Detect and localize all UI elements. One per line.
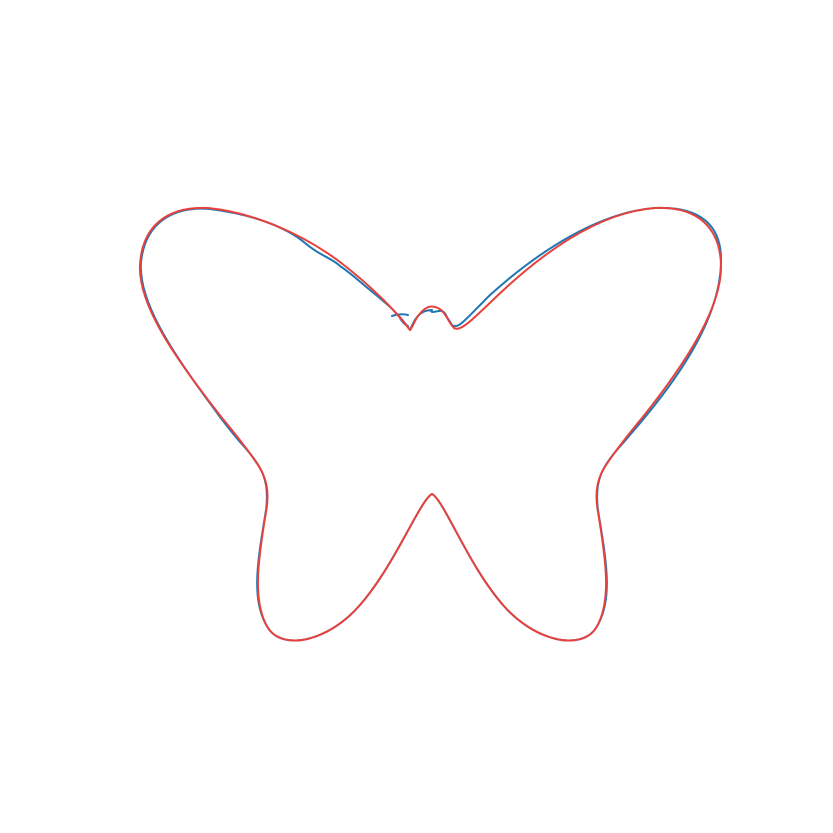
- red-curve: [138, 206, 723, 642]
